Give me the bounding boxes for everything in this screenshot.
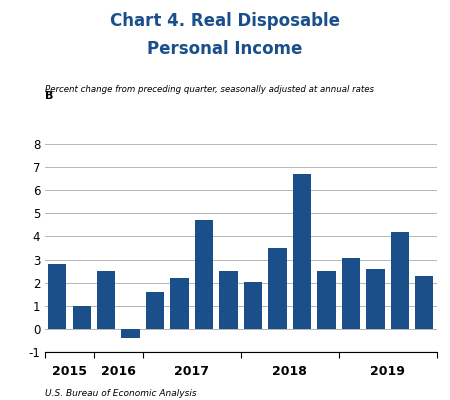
Bar bbox=[48, 264, 67, 329]
Bar bbox=[122, 329, 140, 338]
Bar bbox=[244, 282, 262, 329]
Text: Chart 4. Real Disposable: Chart 4. Real Disposable bbox=[110, 12, 340, 30]
Bar bbox=[146, 292, 164, 329]
Text: 2019: 2019 bbox=[370, 365, 405, 378]
Text: 2017: 2017 bbox=[174, 365, 209, 378]
Bar bbox=[391, 232, 409, 329]
Text: B: B bbox=[45, 91, 54, 101]
Bar bbox=[171, 278, 189, 329]
Bar bbox=[268, 248, 287, 329]
Bar bbox=[366, 269, 384, 329]
Text: 2018: 2018 bbox=[272, 365, 307, 378]
Bar bbox=[219, 271, 238, 329]
Bar bbox=[72, 306, 91, 329]
Bar bbox=[97, 271, 115, 329]
Bar bbox=[317, 271, 336, 329]
Text: U.S. Bureau of Economic Analysis: U.S. Bureau of Economic Analysis bbox=[45, 389, 197, 398]
Text: 2015: 2015 bbox=[52, 365, 87, 378]
Bar bbox=[293, 174, 311, 329]
Text: Percent change from preceding quarter, seasonally adjusted at annual rates: Percent change from preceding quarter, s… bbox=[45, 85, 374, 94]
Text: Personal Income: Personal Income bbox=[147, 40, 303, 58]
Text: 2016: 2016 bbox=[101, 365, 136, 378]
Bar bbox=[415, 276, 433, 329]
Bar bbox=[195, 220, 213, 329]
Bar bbox=[342, 258, 360, 329]
